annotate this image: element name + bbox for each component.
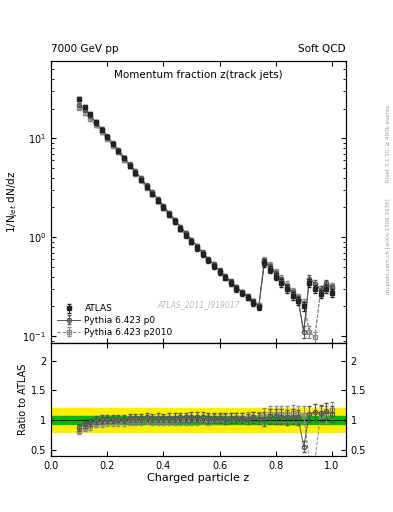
Text: 7000 GeV pp: 7000 GeV pp bbox=[51, 44, 119, 54]
Text: ATLAS_2011_I919017: ATLAS_2011_I919017 bbox=[157, 300, 240, 309]
Text: Rivet 3.1.10, ≥ 400k events: Rivet 3.1.10, ≥ 400k events bbox=[386, 105, 391, 182]
X-axis label: Charged particle z: Charged particle z bbox=[147, 473, 250, 483]
Text: Soft QCD: Soft QCD bbox=[298, 44, 346, 54]
Y-axis label: Ratio to ATLAS: Ratio to ATLAS bbox=[18, 364, 28, 435]
Bar bbox=[51, 408, 346, 432]
Bar bbox=[51, 416, 346, 424]
Legend: ATLAS, Pythia 6.423 p0, Pythia 6.423 p2010: ATLAS, Pythia 6.423 p0, Pythia 6.423 p20… bbox=[55, 303, 174, 338]
Y-axis label: 1/N$_{jet}$ dN/dz: 1/N$_{jet}$ dN/dz bbox=[5, 171, 20, 233]
Text: mcplots.cern.ch [arXiv:1306.3436]: mcplots.cern.ch [arXiv:1306.3436] bbox=[386, 198, 391, 293]
Text: Momentum fraction z(track jets): Momentum fraction z(track jets) bbox=[114, 70, 283, 80]
